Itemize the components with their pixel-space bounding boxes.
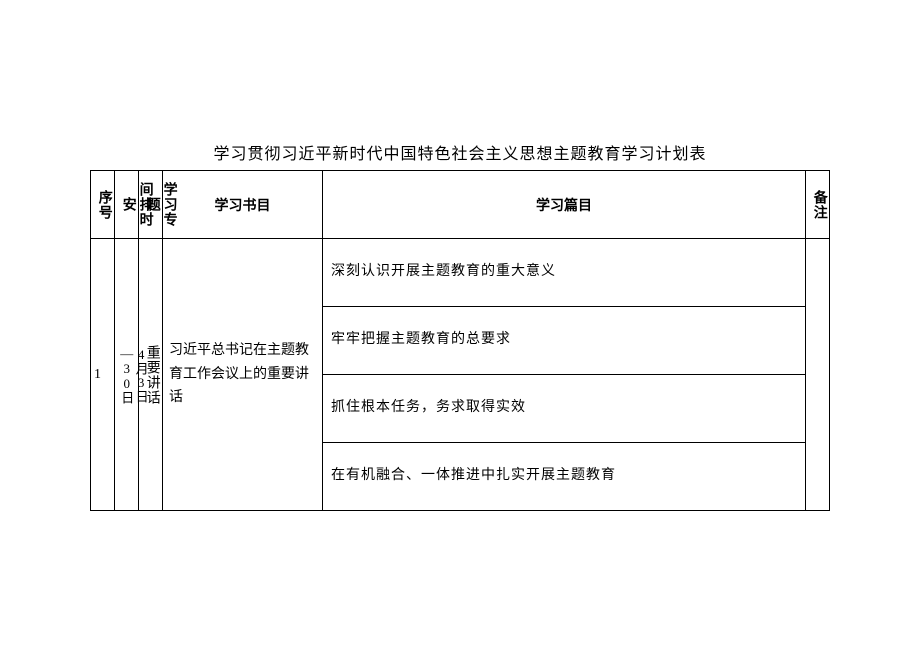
cell-seq: 1 [91,239,115,511]
cell-chapter-4: 在有机融合、一体推进中扎实开展主题教育 [323,443,806,511]
cell-chapter-1: 深刻认识开展主题教育的重大意义 [323,239,806,307]
header-time: 间排时安 [115,171,139,239]
header-chapter-text: 学习篇目 [536,199,592,214]
chapter-text-4: 在有机融合、一体推进中扎实开展主题教育 [331,468,616,483]
topic-text: 重要讲话 [143,345,160,405]
header-topic: 学习专题 [139,171,163,239]
header-note-text: 备注 [810,190,827,220]
chapter-text-2: 牢牢把握主题教育的总要求 [331,332,511,347]
chapter-text-3: 抓住根本任务，务求取得实效 [331,400,526,415]
table-row: 1 4月3日 —30日 重要讲话 习近平总书记在主题教育工作会议上的重要讲话 深… [91,239,830,307]
header-book-text: 学习书目 [215,199,271,214]
chapter-text-1: 深刻认识开展主题教育的重大意义 [331,264,556,279]
cell-book: 习近平总书记在主题教育工作会议上的重要讲话 [163,239,323,511]
header-book: 学习书目 [163,171,323,239]
time-line-2: —30日 [119,346,133,404]
book-text: 习近平总书记在主题教育工作会议上的重要讲话 [169,343,309,406]
seq-text: 1 [94,367,101,382]
cell-time: 4月3日 —30日 [115,239,139,511]
header-seq: 序号 [91,171,115,239]
cell-note [806,239,830,511]
study-plan-table: 序号 间排时安 学习专题 学习书目 学习篇目 备注 [90,170,830,511]
header-seq-text: 序号 [95,190,112,220]
cell-chapter-3: 抓住根本任务，务求取得实效 [323,375,806,443]
header-chapter: 学习篇目 [323,171,806,239]
table-header-row: 序号 间排时安 学习专题 学习书目 学习篇目 备注 [91,171,830,239]
cell-chapter-2: 牢牢把握主题教育的总要求 [323,307,806,375]
document-title: 学习贯彻习近平新时代中国特色社会主义思想主题教育学习计划表 [90,140,830,164]
cell-topic: 重要讲话 [139,239,163,511]
header-note: 备注 [806,171,830,239]
page-container: 学习贯彻习近平新时代中国特色社会主义思想主题教育学习计划表 序号 间排时安 学习… [0,0,920,551]
